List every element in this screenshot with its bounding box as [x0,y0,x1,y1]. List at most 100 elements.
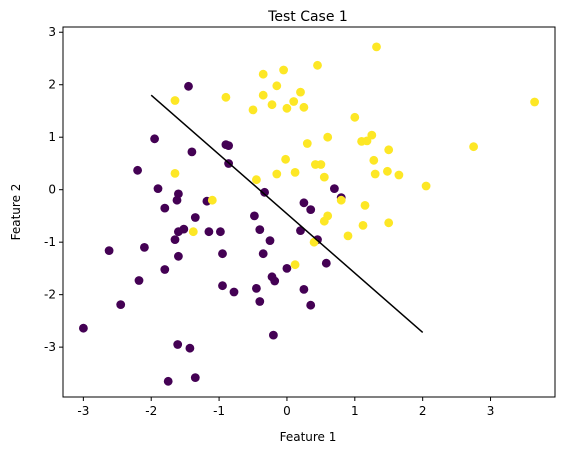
data-point [319,216,329,226]
data-point [250,211,259,221]
y-tick-label: 0 [48,183,56,197]
data-point [330,184,339,194]
data-point [153,184,163,194]
data-point [170,169,180,178]
data-point [299,102,309,112]
data-point [384,145,394,155]
data-point [469,142,478,152]
data-point [296,87,305,97]
data-point [316,160,326,169]
data-point [309,237,319,247]
y-tick-label: 1 [48,130,56,144]
data-point [221,92,231,102]
data-point [163,376,173,386]
data-point [282,103,292,113]
data-point [207,195,217,205]
data-point [272,169,282,179]
data-point [321,258,331,268]
data-point [360,201,370,210]
data-point [150,134,160,144]
data-point [229,287,239,297]
points-layer [79,42,539,386]
data-point [185,343,195,353]
data-point [190,213,200,222]
data-point [269,330,278,340]
x-axis: -3 -2 -1 0 1 2 3 [77,397,494,418]
data-point [184,81,193,91]
data-point [299,198,309,208]
data-point [172,195,182,205]
x-tick-label: 0 [283,404,291,418]
data-point [367,130,377,140]
data-point [350,112,360,122]
data-point [252,284,261,293]
data-point [319,172,329,182]
data-point [255,297,265,306]
data-point [336,195,346,205]
data-point [255,225,265,235]
data-point [289,97,299,106]
x-tick-label: 2 [419,404,427,418]
y-tick-label: 3 [48,25,56,39]
data-point [248,105,258,115]
x-tick-label: 3 [487,404,495,418]
data-point [104,246,114,256]
data-point [394,170,404,180]
data-point [265,236,275,246]
data-point [134,276,144,285]
data-point [358,221,368,230]
data-point [190,373,200,382]
data-point [267,100,277,110]
data-point [372,42,381,52]
data-point [218,249,227,259]
data-point [370,169,380,179]
data-point [323,132,333,142]
data-point [258,69,268,79]
data-point [116,300,126,309]
boundary-line-layer [150,94,424,333]
data-point [384,218,394,228]
data-point [218,281,227,291]
data-point [530,97,539,107]
data-point [204,227,214,237]
data-point [133,165,143,175]
data-point [362,136,372,146]
data-point [160,203,170,213]
y-tick-label: -2 [44,288,56,302]
data-point [258,90,268,100]
y-tick-label: -3 [44,340,56,354]
decision-boundary-line [150,94,424,333]
data-point [216,227,225,237]
data-point [174,227,183,237]
data-point [173,340,183,349]
data-point [170,96,180,105]
data-point [79,323,88,333]
data-point [258,249,268,259]
plot-frame [62,26,556,398]
data-point [302,139,312,148]
x-tick-label: 1 [351,404,359,418]
data-point [174,251,183,261]
x-tick-label: -2 [145,404,157,418]
data-point [383,166,392,176]
data-point [306,205,316,215]
data-point [282,264,292,273]
y-axis-label: Feature 2 [9,184,23,241]
data-point [369,155,379,165]
data-point [290,260,300,270]
data-point [306,300,316,310]
data-point [187,147,197,157]
y-axis: -3 -2 -1 0 1 2 3 [44,25,63,354]
y-tick-label: 2 [48,78,56,92]
data-point [313,60,322,70]
x-axis-label: Feature 1 [280,430,337,444]
data-point [270,276,280,286]
data-point [279,65,288,75]
data-point [224,141,234,151]
data-point [272,81,282,91]
data-point [160,265,170,274]
data-point [343,231,353,241]
chart-title: Test Case 1 [267,9,348,25]
data-point [421,181,431,191]
